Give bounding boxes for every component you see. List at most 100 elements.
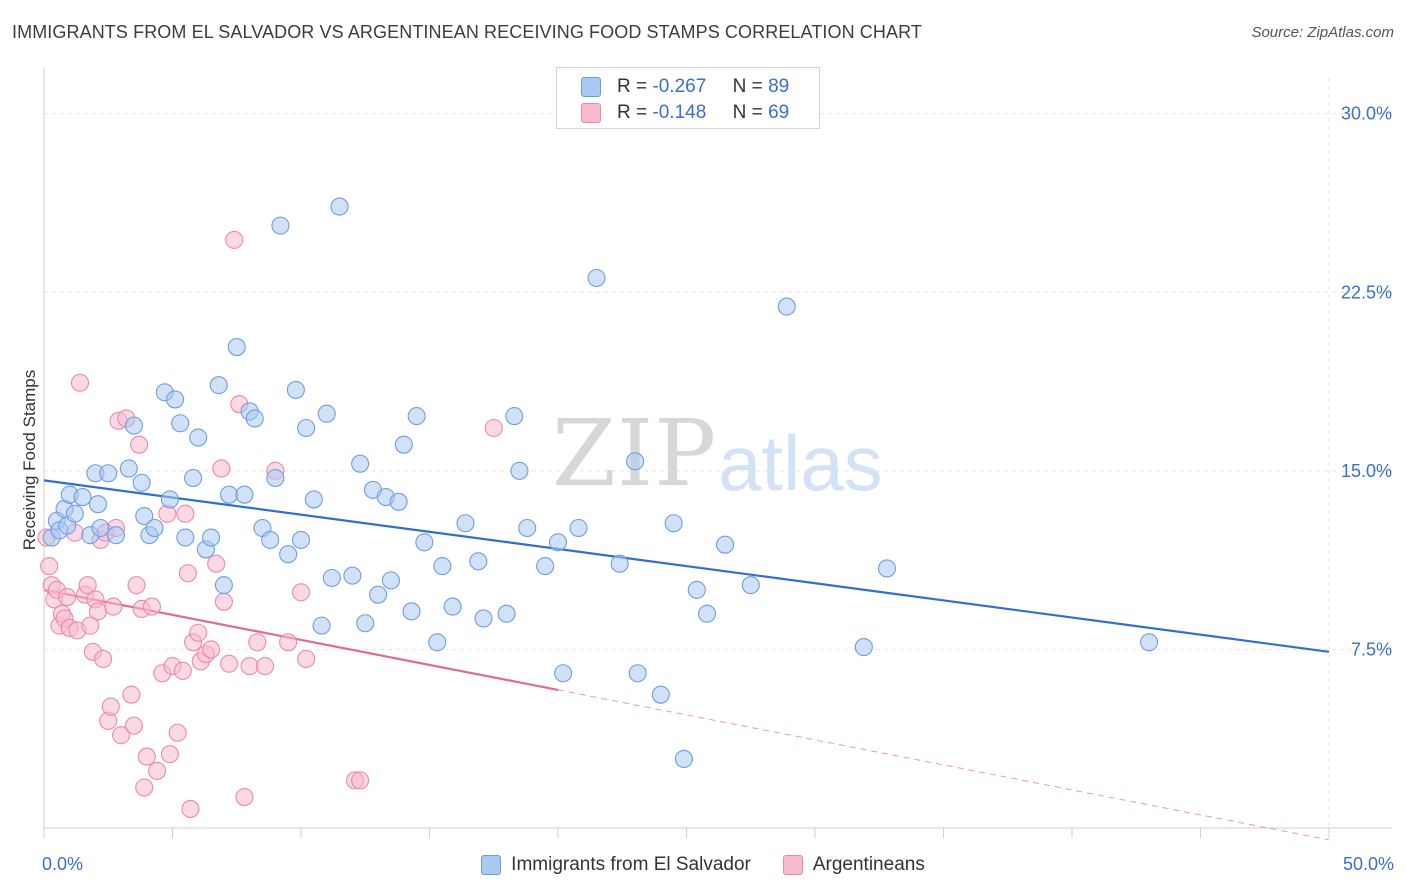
data-point-blue: [497, 604, 516, 623]
trend-lines: [43, 479, 1330, 841]
data-point-pink: [225, 230, 244, 249]
legend-label: Argentineans: [812, 854, 925, 875]
stats-legend-box: R = -0.267 N = 89 R = -0.148 N = 69: [556, 67, 820, 129]
data-point-pink: [484, 418, 503, 438]
data-point-pink: [181, 799, 200, 819]
data-point-blue: [132, 473, 151, 492]
data-point-pink: [94, 649, 113, 669]
data-point-pink: [88, 602, 108, 621]
data-point-blue: [124, 416, 143, 435]
axes: [43, 68, 1392, 838]
x-tick-label: 0.0%: [42, 854, 83, 874]
r-value: -0.148: [652, 102, 707, 123]
data-point-pink: [178, 564, 197, 583]
data-point-pink: [212, 459, 231, 478]
data-point-blue: [245, 409, 264, 428]
data-point-pink: [351, 771, 370, 790]
legend-item-salvador[interactable]: Immigrants from El Salvador: [481, 854, 751, 876]
data-point-pink: [173, 661, 192, 680]
stats-row-salvador: R = -0.267 N = 89: [581, 74, 789, 100]
data-point-blue: [297, 418, 316, 438]
data-point-blue: [777, 297, 796, 316]
data-point-blue: [456, 514, 475, 533]
data-point-blue: [610, 554, 629, 573]
data-point-blue: [536, 557, 555, 576]
data-point-pink: [202, 640, 221, 659]
data-point-blue: [160, 490, 179, 509]
data-point-blue: [548, 533, 568, 552]
data-point-blue: [554, 664, 573, 683]
blue-square-icon: [481, 855, 502, 875]
data-point-pink: [70, 373, 90, 392]
data-point-blue: [317, 404, 336, 423]
data-point-blue: [202, 528, 221, 547]
data-point-blue: [145, 518, 164, 538]
data-point-blue: [184, 468, 203, 488]
data-point-blue: [322, 568, 341, 588]
legend-label: Immigrants from El Salvador: [511, 854, 751, 875]
data-point-pink: [160, 745, 179, 764]
data-point-blue: [279, 545, 298, 564]
data-point-pink: [122, 685, 141, 704]
y-axis-label: Receiving Food Stamps: [20, 370, 39, 550]
r-value: -0.267: [652, 76, 707, 97]
data-point-blue: [266, 468, 285, 488]
data-point-blue: [664, 514, 683, 533]
data-point-blue: [291, 530, 311, 549]
data-point-blue: [381, 571, 401, 590]
data-point-pink: [207, 554, 226, 573]
y-tick-label: 22.5%: [1341, 282, 1392, 302]
y-tick-label: 7.5%: [1351, 639, 1392, 659]
pink-swatch-icon: [581, 103, 601, 123]
data-point-blue: [219, 485, 239, 504]
data-point-blue: [469, 552, 488, 571]
trend-line-extension-pink: [557, 689, 1330, 841]
data-point-blue: [443, 597, 462, 616]
data-point-blue: [106, 526, 126, 545]
chart-title: IMMIGRANTS FROM EL SALVADOR VS ARGENTINE…: [12, 22, 922, 42]
data-point-blue: [135, 507, 154, 526]
data-point-blue: [877, 559, 897, 578]
data-point-blue: [99, 464, 118, 483]
y-tick-label: 30.0%: [1341, 104, 1392, 124]
data-point-blue: [271, 216, 290, 235]
trend-line-blue: [43, 479, 1330, 653]
data-point-blue: [394, 435, 413, 454]
chart-legend: Immigrants from El Salvador Argentineans: [0, 850, 1406, 880]
data-point-blue: [687, 580, 706, 599]
data-point-pink: [130, 435, 149, 454]
data-point-blue: [119, 459, 138, 478]
source-credit: Source: ZipAtlas.com: [1251, 24, 1394, 41]
data-point-blue: [698, 604, 717, 623]
data-point-blue: [171, 414, 190, 433]
data-point-blue: [415, 533, 434, 552]
data-point-pink: [104, 597, 123, 616]
data-point-blue: [312, 616, 331, 635]
data-point-blue: [389, 492, 408, 511]
n-label: N =: [732, 102, 763, 123]
data-point-blue: [209, 376, 228, 395]
data-point-blue: [261, 530, 280, 549]
r-label: R =: [617, 76, 648, 97]
data-point-pink: [81, 616, 100, 635]
data-point-pink: [240, 657, 259, 676]
data-point-blue: [1140, 633, 1159, 652]
data-point-blue: [214, 576, 233, 595]
data-point-blue: [428, 633, 447, 652]
data-point-pink: [58, 587, 77, 607]
data-point-blue: [351, 454, 370, 473]
data-point-blue: [343, 566, 362, 585]
data-point-blue: [65, 504, 84, 523]
data-point-blue: [626, 452, 645, 471]
data-point-blue: [628, 664, 647, 683]
data-point-pink: [176, 504, 195, 523]
data-point-pink: [40, 557, 59, 576]
legend-item-argentinean[interactable]: Argentineans: [782, 854, 925, 876]
watermark-atlas: atlas: [718, 419, 883, 507]
data-point-blue: [176, 528, 195, 547]
data-point-blue: [286, 380, 305, 399]
data-point-blue: [741, 576, 760, 595]
data-point-blue: [433, 557, 452, 576]
data-points: [37, 197, 1159, 819]
